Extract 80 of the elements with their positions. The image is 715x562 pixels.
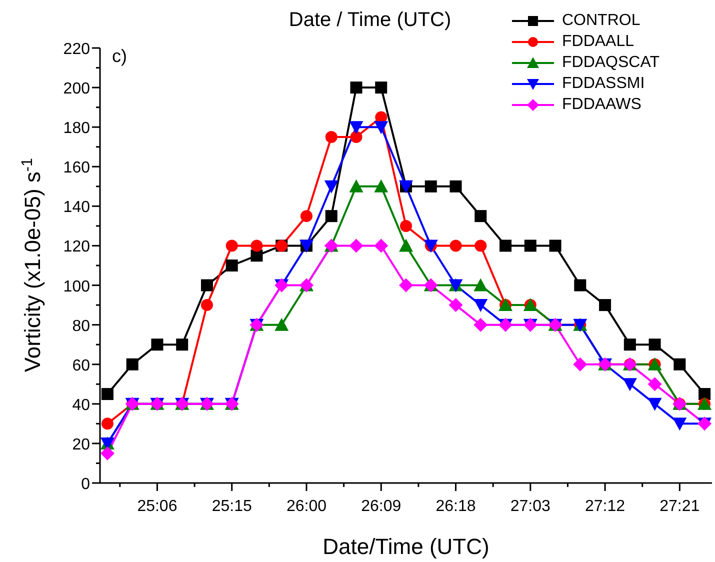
x-tick-label: 26:00 (286, 498, 327, 515)
point (325, 130, 338, 143)
point (101, 388, 114, 400)
point (672, 418, 687, 431)
point (399, 278, 413, 292)
legend-label: FDDAALL (562, 32, 634, 52)
point (226, 260, 238, 272)
point (648, 338, 661, 351)
point (324, 180, 338, 194)
point (500, 240, 512, 252)
chart-title: Date / Time (UTC) (288, 9, 452, 31)
point (101, 418, 114, 430)
point (474, 299, 488, 312)
point (349, 238, 364, 253)
x-tick-label: 26:18 (436, 498, 476, 515)
point (200, 279, 213, 292)
point (698, 388, 711, 400)
y-tick-label: 200 (63, 80, 90, 98)
point (648, 398, 662, 411)
point (274, 318, 289, 331)
point (399, 238, 413, 252)
x-tick-label: 26:09 (361, 498, 402, 515)
legend-label: FDDAQSCAT (562, 53, 660, 73)
point (300, 210, 312, 222)
point (474, 278, 488, 292)
legend-label: FDDASSMI (562, 74, 645, 94)
point (374, 179, 388, 192)
y-tick-label: 220 (63, 41, 90, 58)
point (450, 180, 462, 192)
point (250, 250, 263, 262)
point (573, 357, 588, 372)
point (549, 240, 562, 252)
x-axis-title: Date/Time (UTC) (322, 534, 490, 559)
x-tick-label: 27:12 (585, 498, 626, 515)
point (350, 130, 362, 143)
point (100, 446, 114, 460)
point (474, 318, 488, 332)
point (349, 121, 364, 134)
point (349, 179, 364, 192)
point (151, 338, 164, 351)
y-tick-label: 80 (72, 318, 90, 335)
point (200, 299, 213, 312)
point (474, 240, 487, 252)
y-tick-label: 20 (72, 436, 90, 454)
point (448, 298, 463, 312)
legend-label: FDDAAWS (562, 95, 642, 115)
y-tick-label: 0 (81, 476, 90, 493)
legend-label: CONTROL (562, 11, 640, 31)
point (624, 338, 636, 351)
point (574, 279, 586, 292)
point (648, 377, 662, 392)
point (226, 240, 238, 252)
y-tick-label: 60 (72, 357, 90, 374)
x-tick-label: 27:21 (660, 498, 700, 515)
x-tick-label: 25:15 (212, 498, 252, 515)
x-tick-label: 25:06 (137, 498, 178, 515)
point (474, 210, 487, 222)
point (325, 210, 338, 222)
point (250, 240, 263, 252)
point (450, 240, 462, 252)
point (126, 358, 138, 370)
y-tick-label: 160 (63, 160, 90, 177)
point (400, 220, 412, 232)
annotation: c) (112, 46, 127, 66)
y-tick-label: 180 (63, 120, 90, 138)
point (674, 358, 686, 370)
x-tick-label: 27:03 (510, 498, 551, 515)
point (524, 240, 536, 252)
point (374, 238, 388, 253)
point (176, 338, 188, 351)
point (424, 180, 437, 192)
point (374, 121, 388, 134)
y-tick-label: 120 (63, 238, 90, 256)
point (622, 378, 637, 392)
point (375, 82, 388, 94)
y-tick-label: 140 (63, 199, 90, 216)
y-tick-label: 40 (72, 396, 90, 414)
point (599, 299, 612, 312)
y-tick-label: 100 (63, 278, 90, 296)
point (350, 82, 362, 94)
